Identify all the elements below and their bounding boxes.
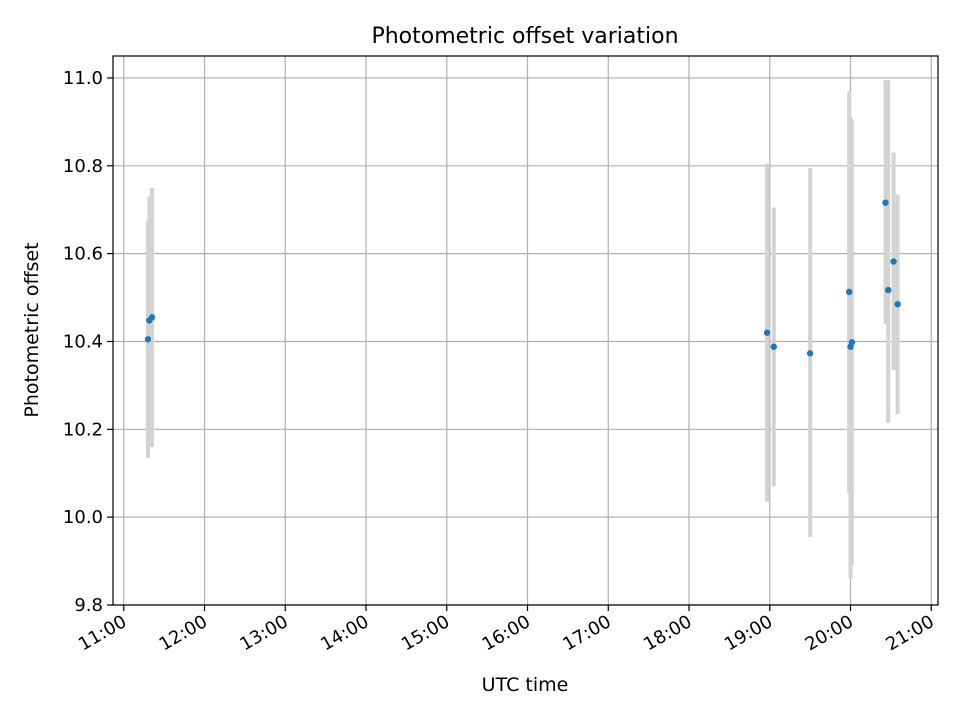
data-point <box>148 314 156 321</box>
y-tick-label: 9.8 <box>74 595 103 616</box>
chart-title: Photometric offset variation <box>371 24 678 49</box>
data-point <box>770 343 778 350</box>
y-tick-label: 10.4 <box>63 331 103 352</box>
data-point <box>848 339 856 346</box>
y-tick-label: 11.0 <box>63 68 103 89</box>
data-point <box>845 288 853 296</box>
data-point <box>763 329 771 336</box>
point-layer <box>144 199 901 357</box>
y-tick-label: 10.2 <box>63 419 103 440</box>
y-tick-label: 10.6 <box>63 244 103 265</box>
plot-frame <box>112 55 939 606</box>
x-axis-label: UTC time <box>482 674 569 696</box>
y-axis-label: Photometric offset <box>21 242 43 417</box>
data-point <box>885 286 892 294</box>
y-tick-label: 10.8 <box>63 156 103 177</box>
data-point <box>144 336 152 343</box>
data-point <box>890 258 897 265</box>
data-point <box>882 199 889 206</box>
data-point <box>806 350 814 357</box>
data-point <box>894 300 901 308</box>
y-tick-label: 10.0 <box>63 507 103 528</box>
